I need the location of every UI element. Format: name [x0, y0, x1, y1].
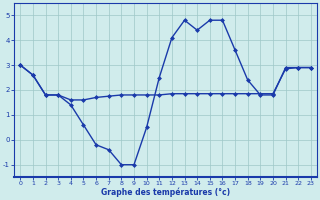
X-axis label: Graphe des températures (°c): Graphe des températures (°c)	[101, 188, 230, 197]
